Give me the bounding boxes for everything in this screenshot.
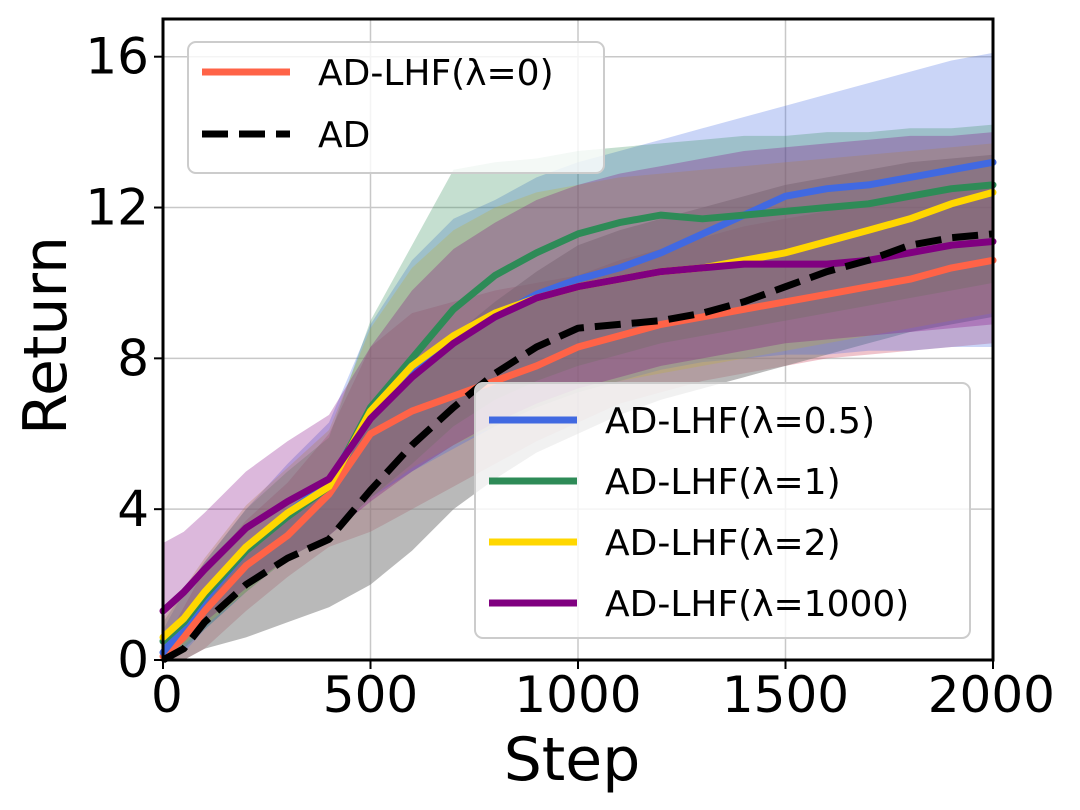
band-AD-LHF(λ=2): [163, 143, 993, 660]
y-tick-label: 8: [117, 329, 149, 387]
legend-label: AD: [318, 115, 370, 156]
legend-box: [187, 41, 605, 174]
x-tick-label: 2000: [928, 666, 1055, 724]
series-lines: [159, 158, 997, 664]
series-line-AD-LHF(λ=0): [159, 256, 997, 660]
series-line-AD-LHF(λ=1000): [159, 238, 997, 615]
y-tick-label: 16: [85, 28, 149, 86]
series-line-AD: [161, 230, 994, 664]
legend-label: AD-LHF(λ=1): [605, 462, 841, 503]
legends: AD-LHF(λ=0)ADAD-LHF(λ=0.5)AD-LHF(λ=1)AD-…: [187, 41, 971, 639]
y-tick-label: 12: [85, 179, 149, 237]
y-axis-ticks: 0 4 8 12 16: [85, 28, 163, 689]
legend-label: AD-LHF(λ=0.5): [605, 401, 875, 442]
x-tick-label: 500: [323, 666, 418, 724]
band-AD-LHF(λ=1): [163, 124, 993, 661]
legend-label: AD-LHF(λ=0): [318, 53, 554, 94]
x-tick-label: 1000: [514, 666, 641, 724]
legend-label: AD-LHF(λ=1000): [605, 584, 909, 625]
y-axis-label: Return: [11, 236, 81, 435]
x-axis-label: Step: [504, 725, 641, 795]
legend-lower-right: AD-LHF(λ=0.5) AD-LHF(λ=1) AD-LHF(λ=2) AD-LH…: [474, 382, 971, 639]
y-tick-label: 4: [117, 480, 149, 538]
x-tick-label: 1500: [722, 666, 849, 724]
x-tick-label: 0: [151, 666, 183, 724]
legend-upper-left: AD-LHF(λ=0) AD: [187, 41, 605, 174]
y-tick-label: 0: [117, 631, 149, 689]
band-AD-LHF(λ=0.5): [163, 52, 993, 660]
legend-label: AD-LHF(λ=2): [605, 523, 841, 564]
x-axis-ticks: 0 500 1000 1500 2000: [151, 660, 1055, 724]
legend-box: [474, 382, 971, 639]
